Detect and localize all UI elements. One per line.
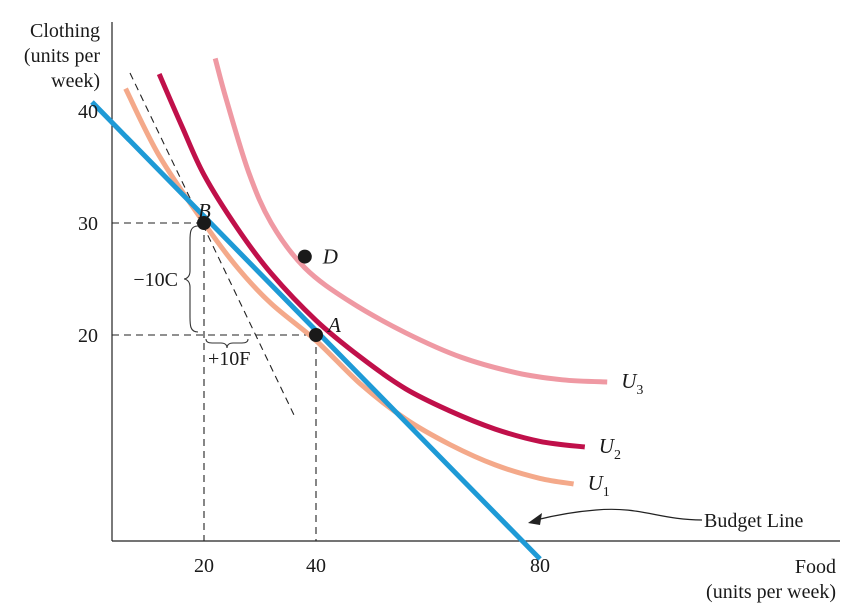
point-B	[197, 216, 211, 230]
point-label-D: D	[322, 245, 338, 269]
indifference-curves: U1 U2 U3	[123, 57, 643, 500]
x-tick-label-40: 40	[306, 555, 326, 577]
tangent-line-at-b	[129, 72, 295, 416]
point-D	[297, 249, 312, 264]
axis-ticks: 40 30 20 20 40 80	[78, 101, 550, 577]
curve-label-U3: U3	[621, 369, 643, 398]
y-tick-label-40: 40	[78, 101, 98, 123]
y-axis-label-line-3: week)	[51, 70, 100, 92]
curve-label-U1: U1	[588, 471, 610, 500]
dashed-guide-lines	[112, 222, 317, 541]
indifference-curve-U2	[156, 73, 586, 450]
annotation-minus-10c: −10C	[133, 269, 178, 291]
point-label-B: B	[198, 199, 211, 223]
indifference-curve-U3	[212, 57, 608, 385]
budget-line-group: Budget Line	[90, 100, 804, 561]
x-axis-label-line-2: (units per week)	[706, 581, 836, 603]
x-tick-label-20: 20	[194, 555, 214, 577]
curve-label-U2: U2	[599, 434, 621, 463]
annotation-plus-10f: +10F	[208, 348, 250, 370]
annotations: −10C +10F	[133, 225, 250, 370]
point-A	[309, 328, 323, 342]
bundle-points: B A D	[197, 199, 341, 342]
point-label-A: A	[326, 313, 341, 337]
tangent-dashed-line	[129, 72, 295, 416]
y-tick-label-30: 30	[78, 213, 98, 235]
budget-line-pointer	[535, 508, 703, 521]
budget-line-label: Budget Line	[704, 510, 804, 532]
budget-line-arrowhead	[528, 513, 542, 525]
horizontal-brace	[205, 338, 249, 349]
vertical-brace	[183, 225, 199, 333]
y-axis-label-line-2: (units per	[24, 45, 100, 67]
y-axis-label-line-1: Clothing	[30, 20, 100, 42]
x-tick-label-80: 80	[530, 555, 550, 577]
x-axis-label-line-1: Food	[795, 556, 836, 578]
y-tick-label-20: 20	[78, 325, 98, 347]
